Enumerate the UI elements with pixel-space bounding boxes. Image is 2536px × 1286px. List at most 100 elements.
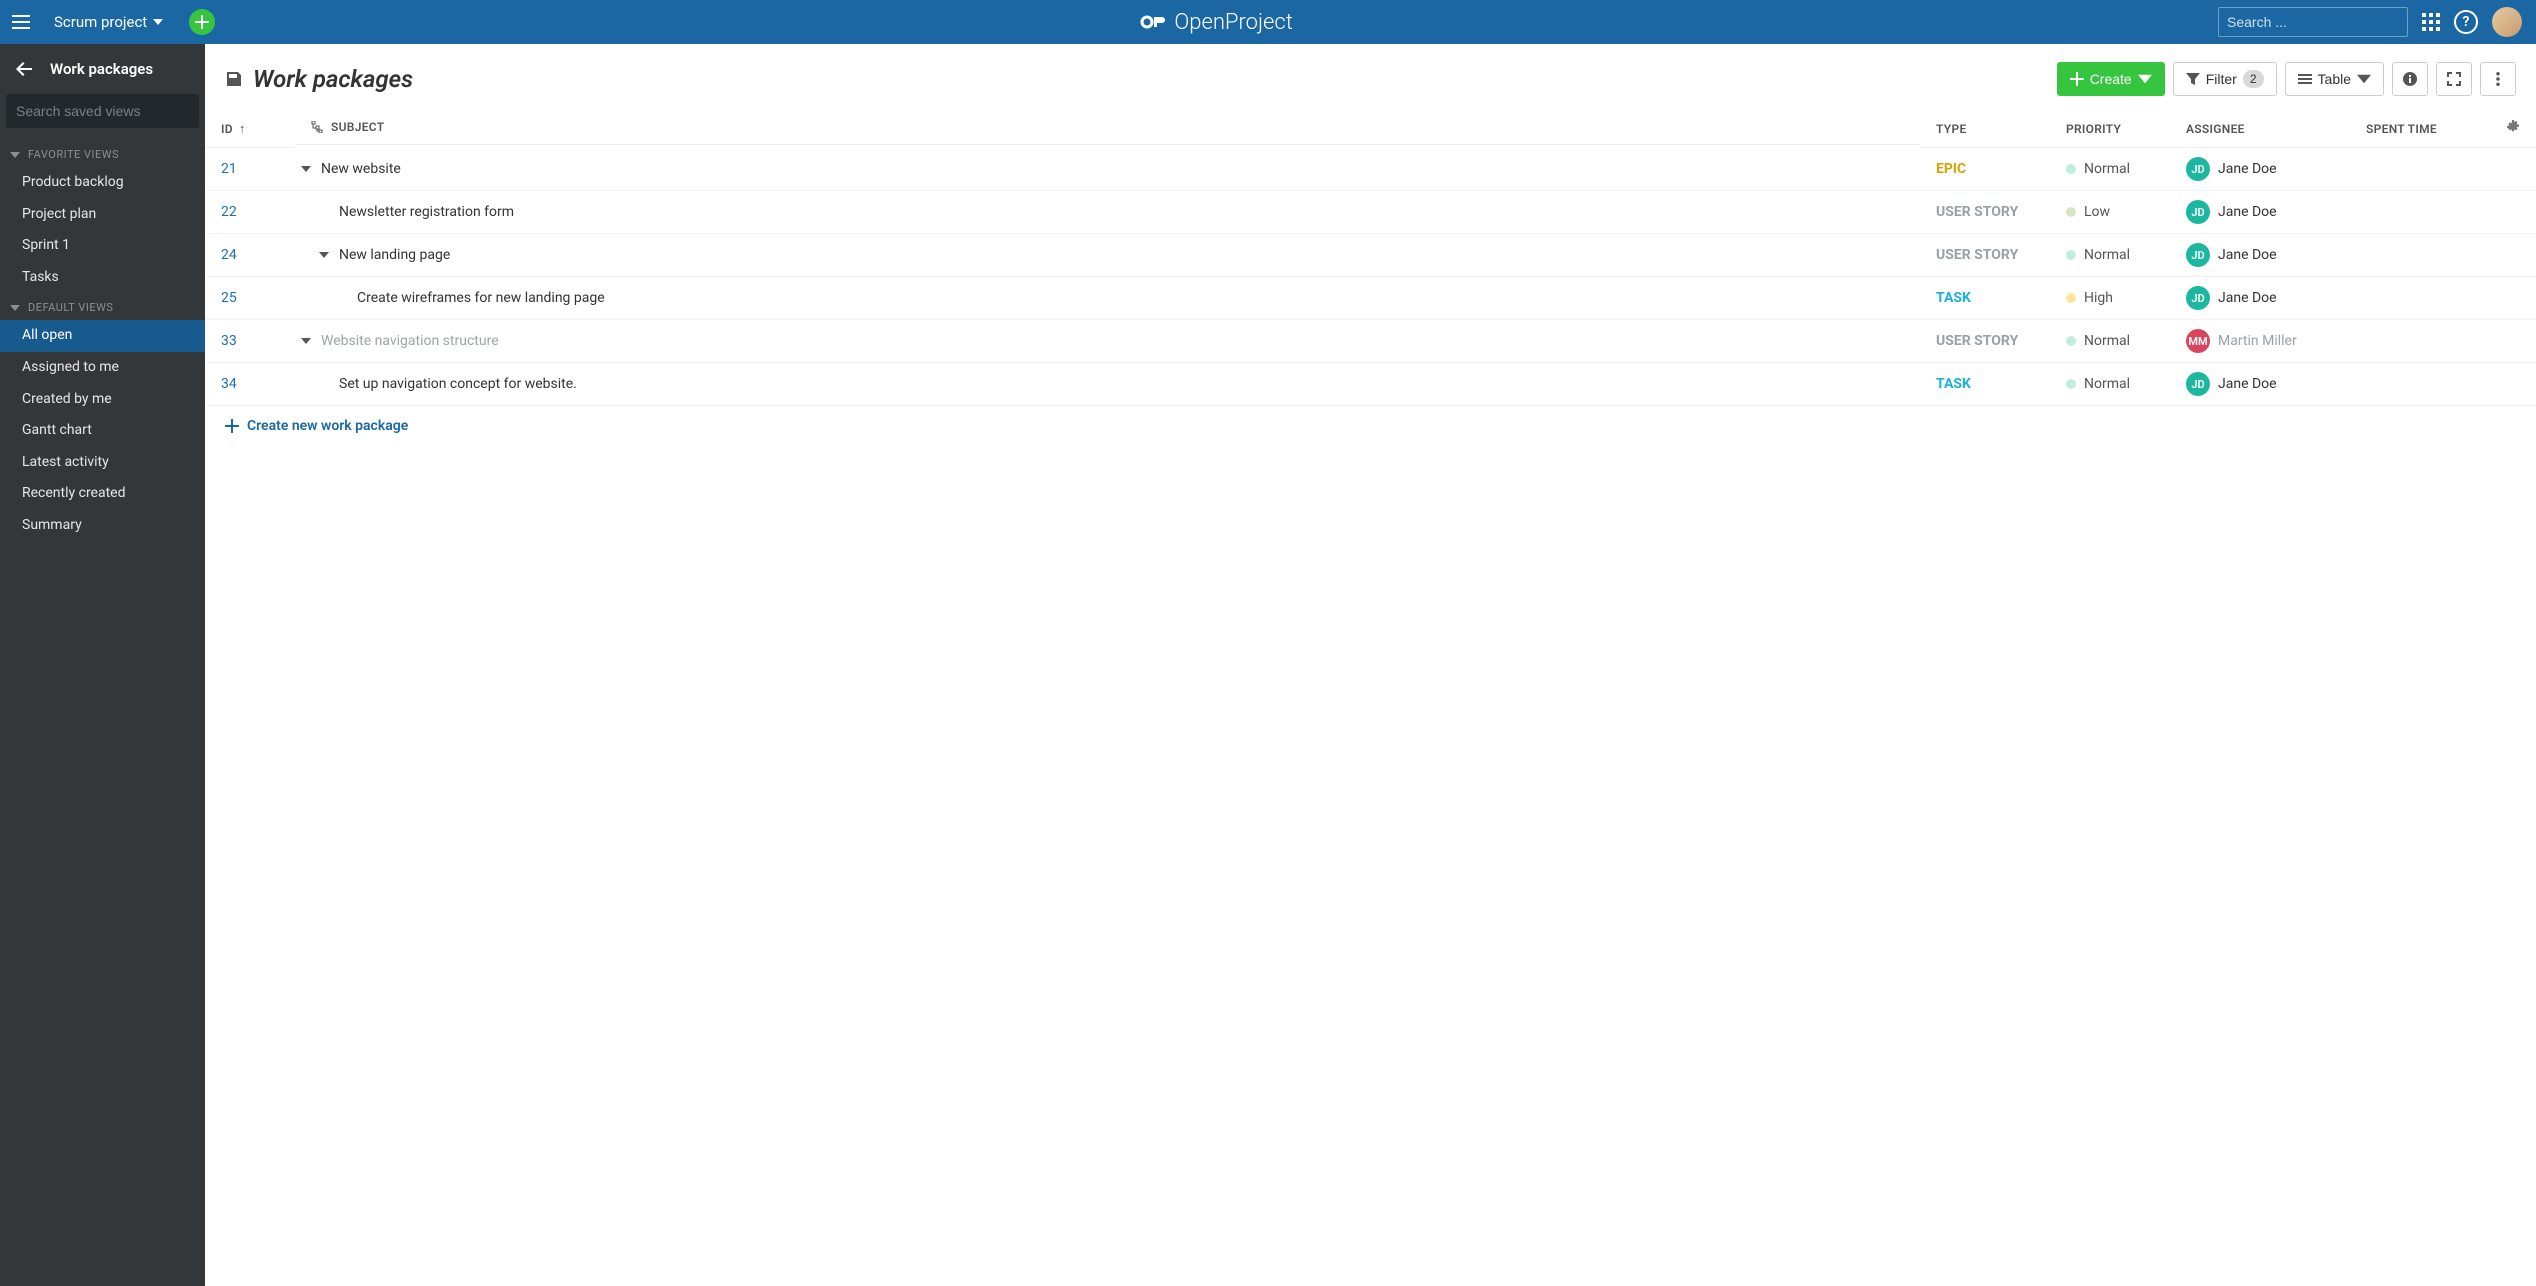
user-avatar[interactable] xyxy=(2492,7,2522,37)
wp-priority: High xyxy=(2066,290,2113,306)
global-search-input[interactable] xyxy=(2227,14,2408,30)
assignee-name: Jane Doe xyxy=(2218,290,2277,306)
toolbar: Work packages Create Filter 2 Table xyxy=(205,44,2536,110)
expand-toggle[interactable] xyxy=(317,248,331,262)
wp-type: TASK xyxy=(1936,376,1971,392)
wp-assignee: JDJane Doe xyxy=(2186,157,2277,181)
global-search[interactable] xyxy=(2218,7,2408,37)
wp-spent-time xyxy=(2350,277,2490,320)
plus-icon xyxy=(195,15,209,29)
wp-priority: Normal xyxy=(2066,247,2130,263)
wp-subject: Set up navigation concept for website. xyxy=(339,376,577,392)
row-spacer xyxy=(2490,148,2536,191)
table-row[interactable]: 33Website navigation structureUSER STORY… xyxy=(205,320,2536,363)
sidebar-item[interactable]: Product backlog xyxy=(0,167,205,199)
table-row[interactable]: 34 Set up navigation concept for website.… xyxy=(205,363,2536,406)
wp-spent-time xyxy=(2350,363,2490,406)
avatar-initials: JD xyxy=(2186,243,2210,267)
project-selector[interactable]: Scrum project xyxy=(54,13,163,31)
table-row[interactable]: 24New landing pageUSER STORYNormalJDJane… xyxy=(205,234,2536,277)
create-button[interactable]: Create xyxy=(2057,62,2165,96)
sidebar-item[interactable]: Tasks xyxy=(0,262,205,294)
sidebar-item[interactable]: Assigned to me xyxy=(0,352,205,384)
expand-spacer xyxy=(317,377,331,391)
sidebar-item[interactable]: Project plan xyxy=(0,199,205,231)
sidebar-item[interactable]: Recently created xyxy=(0,478,205,510)
table-icon xyxy=(2298,72,2312,86)
fullscreen-icon xyxy=(2447,72,2461,86)
sidebar-search-input[interactable] xyxy=(16,103,197,119)
logo-icon xyxy=(1140,9,1166,35)
wp-id-link[interactable]: 24 xyxy=(221,247,237,263)
sidebar-section-header[interactable]: FAVORITE VIEWS xyxy=(0,140,205,167)
assignee-name: Jane Doe xyxy=(2218,204,2277,220)
sidebar-item[interactable]: All open xyxy=(0,320,205,352)
row-spacer xyxy=(2490,191,2536,234)
view-mode-button[interactable]: Table xyxy=(2285,62,2384,96)
brand-logo: OpenProject xyxy=(1140,9,1292,35)
sidebar-item[interactable]: Sprint 1 xyxy=(0,230,205,262)
wp-priority: Normal xyxy=(2066,161,2130,177)
table-row[interactable]: 21New websiteEPICNormalJDJane Doe xyxy=(205,148,2536,191)
sidebar-item[interactable]: Summary xyxy=(0,510,205,542)
wp-type: USER STORY xyxy=(1936,247,2018,263)
page-title: Work packages xyxy=(253,65,413,93)
expand-toggle[interactable] xyxy=(299,334,313,348)
fullscreen-button[interactable] xyxy=(2436,62,2472,96)
th-subject[interactable]: SUBJECT xyxy=(295,110,1920,145)
th-assignee[interactable]: ASSIGNEE xyxy=(2170,110,2350,148)
expand-toggle[interactable] xyxy=(299,162,313,176)
wp-id-link[interactable]: 33 xyxy=(221,333,237,349)
wp-id-link[interactable]: 22 xyxy=(221,204,237,220)
create-label: Create xyxy=(2090,71,2132,87)
save-icon[interactable] xyxy=(225,70,243,88)
wp-priority: Normal xyxy=(2066,376,2130,392)
main-menu-toggle[interactable] xyxy=(12,15,30,29)
sidebar-section-header[interactable]: DEFAULT VIEWS xyxy=(0,293,205,320)
sidebar-header: Work packages xyxy=(0,44,205,94)
wp-subject: Newsletter registration form xyxy=(339,204,514,220)
table-row[interactable]: 25Create wireframes for new landing page… xyxy=(205,277,2536,320)
help-button[interactable]: ? xyxy=(2454,10,2478,34)
more-button[interactable] xyxy=(2480,62,2516,96)
th-spent-time[interactable]: SPENT TIME xyxy=(2350,110,2490,148)
th-settings[interactable] xyxy=(2490,110,2536,148)
sidebar-item[interactable]: Created by me xyxy=(0,384,205,416)
sidebar-search[interactable] xyxy=(6,94,199,128)
avatar-initials: JD xyxy=(2186,286,2210,310)
gear-icon xyxy=(2506,120,2520,134)
table-row[interactable]: 22 Newsletter registration form USER STORY… xyxy=(205,191,2536,234)
project-name: Scrum project xyxy=(54,13,147,31)
th-id[interactable]: ID↑ xyxy=(205,110,295,148)
view-mode-label: Table xyxy=(2318,71,2351,87)
info-icon xyxy=(2403,72,2417,86)
kebab-icon xyxy=(2491,72,2505,86)
wp-priority: Low xyxy=(2066,204,2110,220)
sidebar-item[interactable]: Latest activity xyxy=(0,447,205,479)
th-priority[interactable]: PRIORITY xyxy=(2050,110,2170,148)
wp-id-link[interactable]: 21 xyxy=(221,161,237,177)
row-spacer xyxy=(2490,234,2536,277)
assignee-name: Jane Doe xyxy=(2218,376,2277,392)
apps-menu[interactable] xyxy=(2422,13,2440,31)
assignee-name: Martin Miller xyxy=(2218,333,2297,349)
wp-type: USER STORY xyxy=(1936,204,2018,220)
th-type[interactable]: TYPE xyxy=(1920,110,2050,148)
wp-assignee: MMMartin Miller xyxy=(2186,329,2297,353)
row-spacer xyxy=(2490,320,2536,363)
sidebar: Work packages FAVORITE VIEWSProduct back… xyxy=(0,44,205,1286)
wp-type: EPIC xyxy=(1936,161,1966,177)
filter-button[interactable]: Filter 2 xyxy=(2173,62,2277,96)
wp-spent-time xyxy=(2350,234,2490,277)
back-arrow-icon[interactable] xyxy=(14,60,32,78)
global-create-button[interactable] xyxy=(189,9,215,35)
filter-count: 2 xyxy=(2243,70,2264,88)
assignee-name: Jane Doe xyxy=(2218,161,2277,177)
wp-id-link[interactable]: 25 xyxy=(221,290,237,306)
brand-name: OpenProject xyxy=(1174,10,1292,35)
info-button[interactable] xyxy=(2392,62,2428,96)
create-work-package-link[interactable]: Create new work package xyxy=(225,418,408,434)
wp-id-link[interactable]: 34 xyxy=(221,376,237,392)
sidebar-item[interactable]: Gantt chart xyxy=(0,415,205,447)
main: Work packages Create Filter 2 Table xyxy=(205,44,2536,1286)
